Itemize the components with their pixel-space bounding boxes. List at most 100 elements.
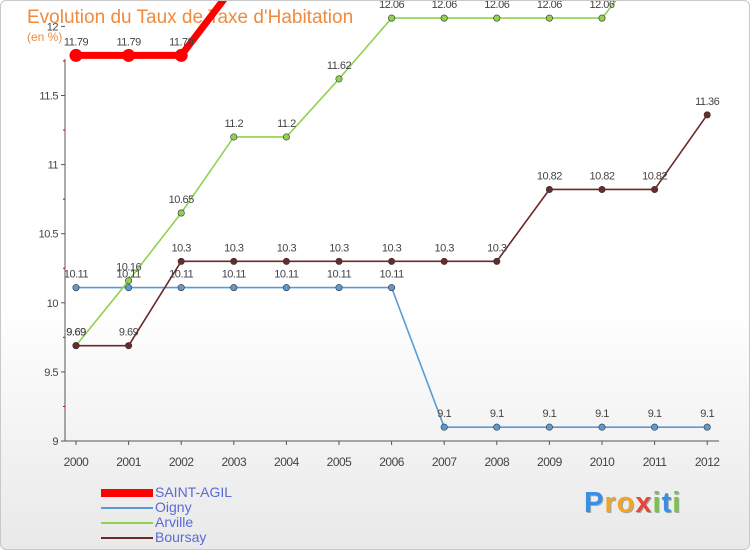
data-point xyxy=(230,257,238,265)
data-point xyxy=(440,257,448,265)
data-point xyxy=(703,111,711,119)
data-label: 12.06 xyxy=(379,1,404,11)
data-point xyxy=(335,284,343,292)
data-label: 10.11 xyxy=(327,269,352,281)
data-label: 10.3 xyxy=(277,242,297,254)
data-point xyxy=(177,209,185,217)
data-label: 10.3 xyxy=(382,242,402,254)
logo-letter: i xyxy=(672,487,682,519)
data-point xyxy=(69,48,83,62)
data-label: 11.36 xyxy=(695,96,720,108)
data-point xyxy=(493,14,501,22)
data-point xyxy=(230,284,238,292)
data-label: 9.69 xyxy=(66,327,86,339)
logo-letter: i xyxy=(652,487,662,519)
y-tick-label: 9 xyxy=(52,436,58,448)
data-point xyxy=(125,342,133,350)
data-point xyxy=(388,284,396,292)
x-tick-label: 2009 xyxy=(537,455,563,469)
data-label: 12.06 xyxy=(589,1,614,11)
data-label: 10.3 xyxy=(171,242,191,254)
x-tick-label: 2005 xyxy=(327,455,353,469)
logo-letter: P xyxy=(584,487,605,519)
x-tick-label: 2012 xyxy=(695,455,721,469)
data-label: 11.2 xyxy=(277,118,296,130)
logo-letter: t xyxy=(661,487,673,519)
data-point xyxy=(545,423,553,431)
data-point xyxy=(545,14,553,22)
logo-letter: r xyxy=(604,487,617,519)
data-point xyxy=(72,342,80,350)
legend-swatch xyxy=(101,489,153,497)
x-tick-label: 2006 xyxy=(379,455,405,469)
data-point xyxy=(651,185,659,193)
data-label: 10.82 xyxy=(537,170,562,182)
x-tick-label: 2008 xyxy=(484,455,510,469)
x-tick-label: 2000 xyxy=(64,455,90,469)
data-label: 10.3 xyxy=(224,242,244,254)
data-label: 9.1 xyxy=(595,408,609,420)
data-label: 9.1 xyxy=(437,408,451,420)
data-point xyxy=(177,257,185,265)
data-point xyxy=(388,14,396,22)
data-label: 11.79 xyxy=(116,36,141,48)
chart-title: Evolution du Taux de Taxe d'Habitation xyxy=(27,7,354,28)
data-label: 9.69 xyxy=(119,327,139,339)
data-point xyxy=(598,423,606,431)
data-label: 10.3 xyxy=(434,242,454,254)
data-label: 9.1 xyxy=(490,408,504,420)
data-point xyxy=(335,257,343,265)
data-point xyxy=(174,48,188,62)
data-point xyxy=(335,75,343,83)
x-tick-label: 2001 xyxy=(116,455,142,469)
data-label: 10.3 xyxy=(487,242,507,254)
logo-letter: o xyxy=(616,487,636,519)
x-tick-label: 2002 xyxy=(169,455,195,469)
legend-swatch xyxy=(101,507,153,509)
data-point xyxy=(125,284,133,292)
data-point xyxy=(72,284,80,292)
y-tick-label: 10.5 xyxy=(39,229,59,241)
data-label: 11.79 xyxy=(64,36,89,48)
legend-swatch xyxy=(101,522,153,524)
data-point xyxy=(493,423,501,431)
data-label: 10.11 xyxy=(379,269,404,281)
x-tick-label: 2003 xyxy=(221,455,247,469)
legend-label: Arville xyxy=(155,514,194,530)
data-label: 11.79 xyxy=(169,36,194,48)
x-tick-label: 2011 xyxy=(643,455,668,469)
data-point xyxy=(282,257,290,265)
line-chart: 99.51010.51111.51212.51313.51414.5200020… xyxy=(39,1,721,469)
y-tick-label: 12 xyxy=(47,21,59,33)
data-point xyxy=(122,48,136,62)
data-point xyxy=(545,185,553,193)
legend-swatch xyxy=(101,537,153,539)
data-label: 10.16 xyxy=(116,262,141,274)
data-label: 12.06 xyxy=(537,1,562,11)
legend-label: Oigny xyxy=(155,499,192,515)
chart-subtitle: (en %) xyxy=(27,30,63,44)
data-point xyxy=(598,14,606,22)
data-point xyxy=(388,257,396,265)
data-label: 9.1 xyxy=(700,408,714,420)
data-point xyxy=(493,257,501,265)
legend-label: Boursay xyxy=(155,529,207,545)
data-label: 12.06 xyxy=(432,1,457,11)
data-label: 10.65 xyxy=(169,194,194,206)
x-tick-label: 2004 xyxy=(274,455,300,469)
data-point xyxy=(282,133,290,141)
y-tick-label: 9.5 xyxy=(44,367,58,379)
data-label: 10.3 xyxy=(329,242,349,254)
x-tick-label: 2010 xyxy=(590,455,616,469)
legend-label: SAINT-AGIL xyxy=(155,484,233,500)
data-label: 10.11 xyxy=(169,269,194,281)
data-label: 9.1 xyxy=(543,408,557,420)
data-label: 10.82 xyxy=(589,170,614,182)
x-tick-label: 2007 xyxy=(432,455,458,469)
data-point xyxy=(440,14,448,22)
data-label: 12.06 xyxy=(484,1,509,11)
data-label: 11.2 xyxy=(225,118,244,130)
data-point xyxy=(703,423,711,431)
y-tick-label: 10 xyxy=(47,298,59,310)
